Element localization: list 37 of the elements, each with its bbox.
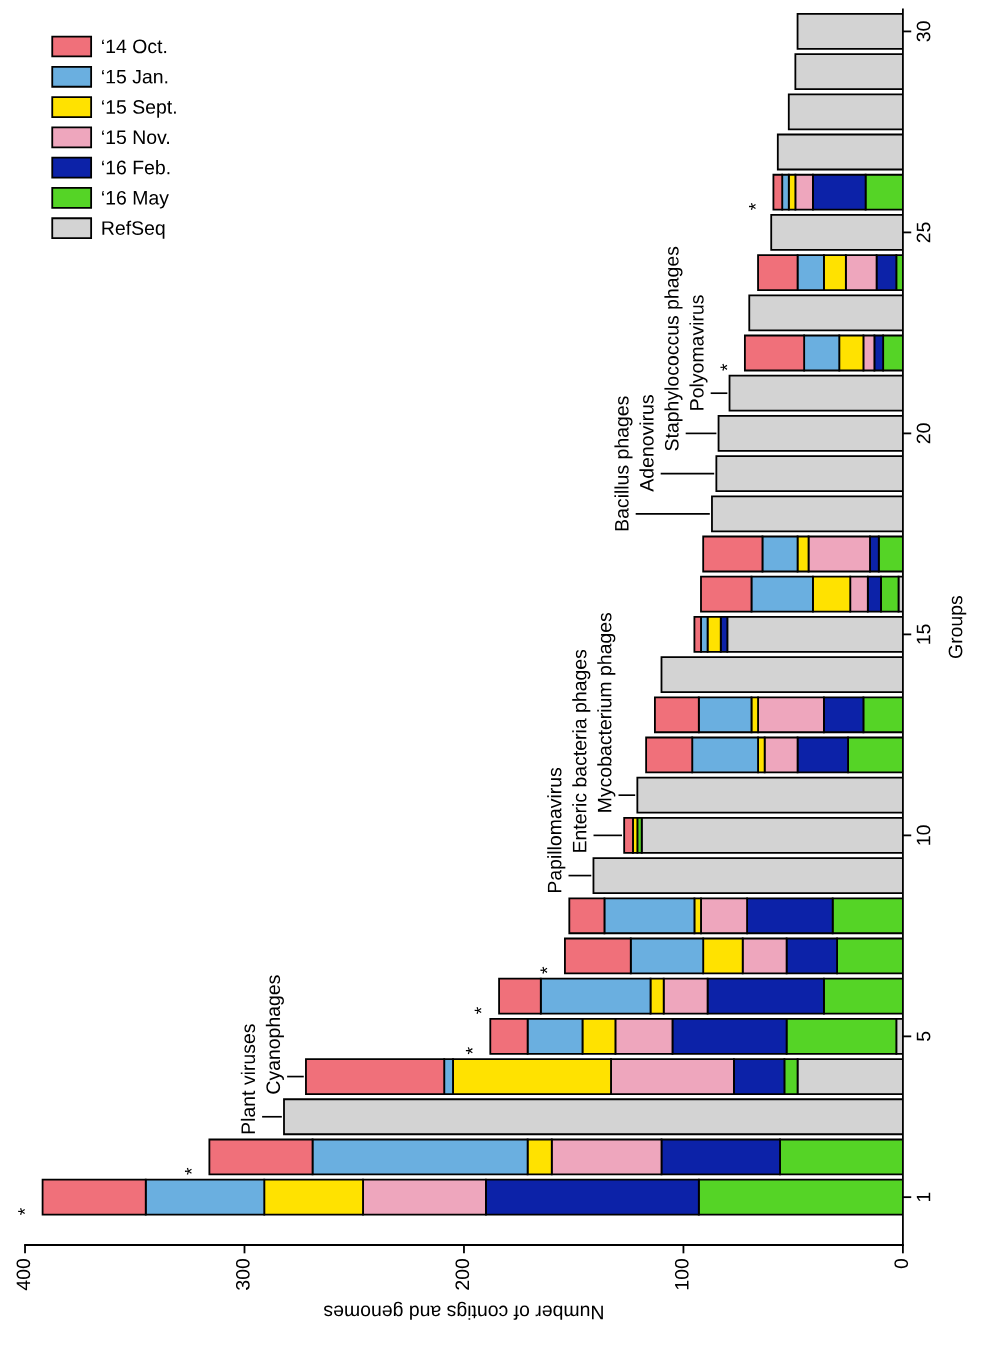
data-label: * <box>18 1207 25 1215</box>
y-tick-label: 10 <box>916 825 931 845</box>
data-label: Enteric bacteria phages <box>572 649 591 852</box>
y-tick-label: 20 <box>916 423 931 444</box>
data-label: Adenovirus <box>639 395 654 492</box>
data-label: * <box>474 1006 482 1014</box>
legend-label: RefSeq <box>102 220 165 239</box>
y-tick-label: 1 <box>916 1192 931 1202</box>
y-tick-label: 25 <box>916 222 931 243</box>
x-tick-label: 400 <box>16 1258 31 1291</box>
data-label: Cyanophages <box>265 975 284 1094</box>
data-label: * <box>184 1167 192 1175</box>
x-tick-label: 300 <box>235 1258 250 1290</box>
data-label: Mycobacterium phages <box>597 612 616 812</box>
y-tick-label: 15 <box>916 624 931 644</box>
x-tick-label: 200 <box>455 1258 470 1290</box>
data-label: * <box>465 1047 473 1055</box>
y-tick-label: 5 <box>916 1031 931 1041</box>
x-axis-title: Number of contigs and genomes <box>324 1301 603 1320</box>
data-label: Bacillus phages <box>614 396 633 531</box>
data-label: Staphylococcus phages <box>664 246 683 451</box>
data-label: * <box>540 966 548 974</box>
legend-label: ‘14 Oct. <box>102 39 167 54</box>
legend-label: ‘15 Nov. <box>102 130 169 145</box>
y-axis-title: Groups <box>948 595 967 659</box>
data-label: Papillomavirus <box>547 767 566 893</box>
y-tick-label: 30 <box>916 21 931 42</box>
data-label: * <box>720 363 728 371</box>
data-label: Plant viruses <box>240 1024 256 1134</box>
data-label: * <box>749 203 756 210</box>
legend-label: ‘15 Sept. <box>102 100 176 118</box>
data-label: Polyomavirus <box>689 295 708 410</box>
x-tick-label: 0 <box>894 1258 909 1269</box>
legend-label: ‘16 May <box>102 190 169 209</box>
legend-label: ‘15 Jan. <box>102 69 168 84</box>
x-tick-label: 100 <box>674 1258 689 1290</box>
legend-label: ‘16 Feb. <box>102 160 170 175</box>
